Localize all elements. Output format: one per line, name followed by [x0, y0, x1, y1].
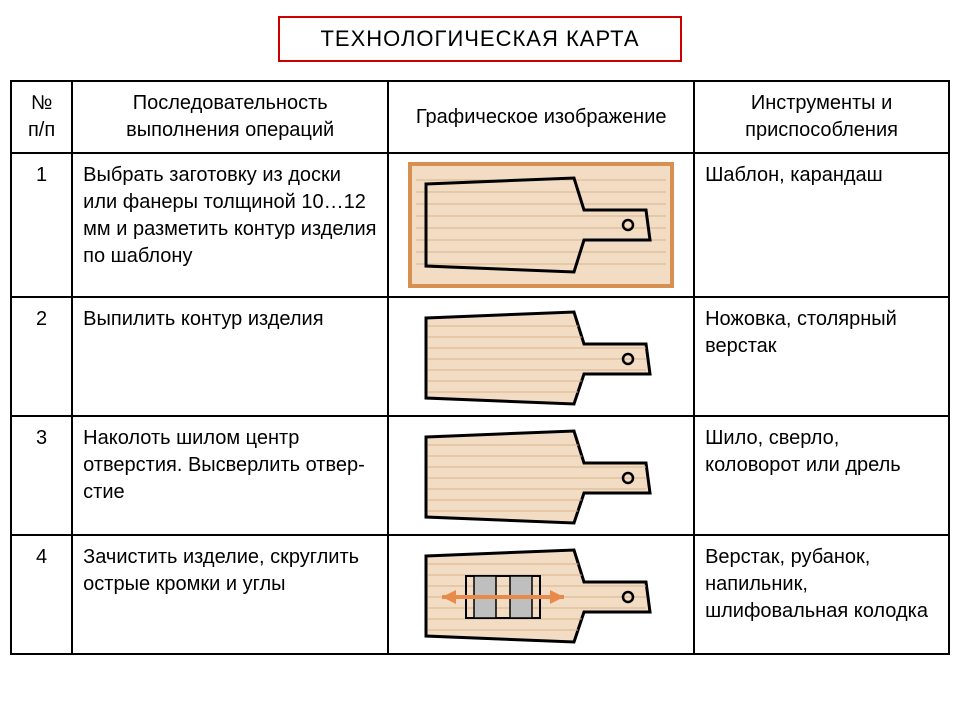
table-row: 2 Выпилить контур изделия	[11, 297, 949, 416]
graphic-step1	[406, 160, 676, 290]
cell-sequence: Выпилить контур изделия	[72, 297, 388, 416]
cell-tools: Верстак, руба­нок, напильник, шлифовальн…	[694, 535, 949, 654]
cell-tools: Шаблон, карандаш	[694, 153, 949, 297]
table-header-row: № п/п Последовательность выполнения опер…	[11, 81, 949, 153]
cell-tools: Ножовка, столярный верстак	[694, 297, 949, 416]
cell-graphic	[388, 535, 694, 654]
tech-card-table: № п/п Последовательность выполнения опер…	[10, 80, 950, 655]
header-tools: Инструменты и приспособления	[694, 81, 949, 153]
cell-num: 1	[11, 153, 72, 297]
graphic-step4	[416, 542, 666, 647]
cell-graphic	[388, 297, 694, 416]
cell-graphic	[388, 416, 694, 535]
cell-num: 3	[11, 416, 72, 535]
cell-graphic	[388, 153, 694, 297]
header-graphic: Графическое изображение	[388, 81, 694, 153]
cell-sequence: Выбрать заготовку из доски или фане­ры т…	[72, 153, 388, 297]
graphic-step3	[416, 423, 666, 528]
header-num: № п/п	[11, 81, 72, 153]
cell-num: 4	[11, 535, 72, 654]
table-row: 4 Зачистить изделие, скруглить острые кр…	[11, 535, 949, 654]
cell-num: 2	[11, 297, 72, 416]
graphic-step2	[416, 304, 666, 409]
table-row: 1 Выбрать заготовку из доски или фане­ры…	[11, 153, 949, 297]
table-row: 3 Наколоть шилом центр отверстия. Высвер…	[11, 416, 949, 535]
cell-sequence: Наколоть шилом центр отверстия. Высверли…	[72, 416, 388, 535]
header-sequence: Последовательность выполнения операций	[72, 81, 388, 153]
page-title: ТЕХНОЛОГИЧЕСКАЯ КАРТА	[278, 16, 681, 62]
cell-sequence: Зачистить изделие, скруглить острые кром…	[72, 535, 388, 654]
cell-tools: Шило, сверло, коловорот или дрель	[694, 416, 949, 535]
